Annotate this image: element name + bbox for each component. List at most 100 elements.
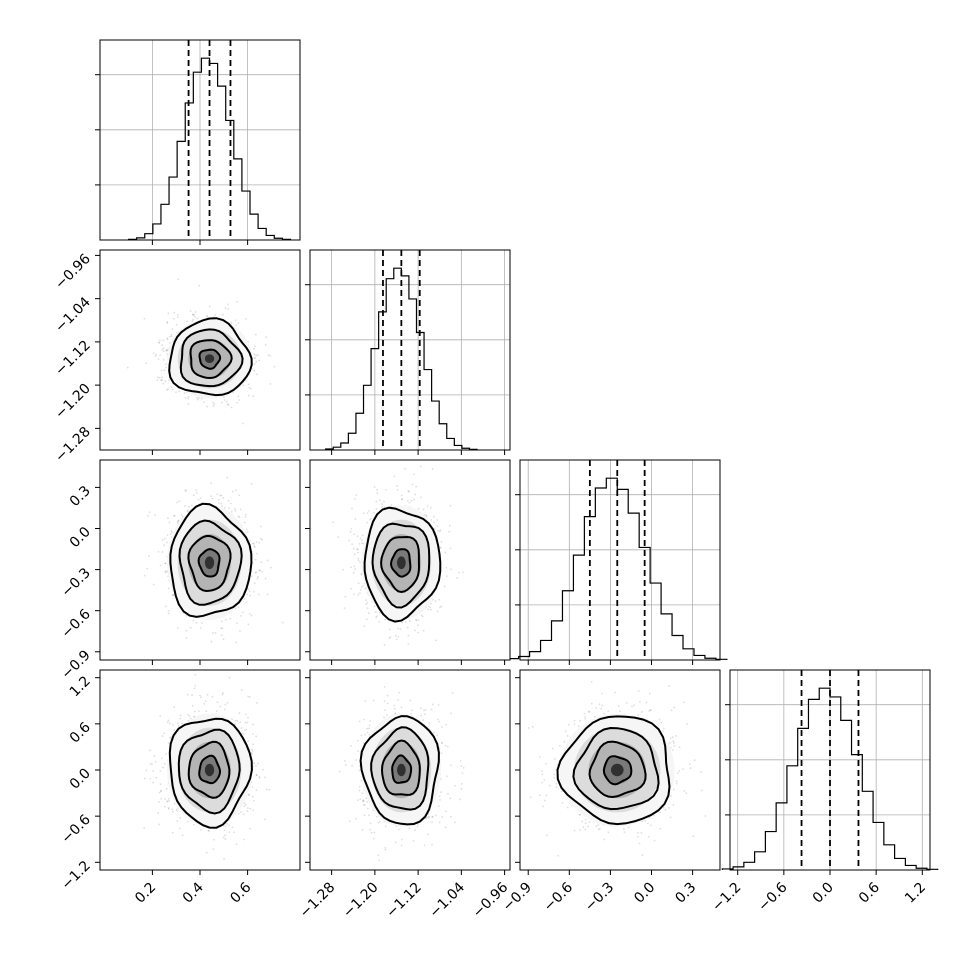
scatter-point xyxy=(245,713,247,716)
scatter-point xyxy=(173,729,176,731)
scatter-point xyxy=(454,821,456,824)
scatter-point xyxy=(401,498,403,501)
scatter-point xyxy=(224,825,227,828)
scatter-point xyxy=(250,752,253,755)
scatter-point xyxy=(186,509,189,512)
scatter-point xyxy=(436,525,439,528)
scatter-point xyxy=(176,627,179,630)
histogram-panel-3 xyxy=(721,669,939,875)
scatter-point xyxy=(417,619,420,622)
x-tick-label-p1: −1.04 xyxy=(427,879,469,921)
scatter-point xyxy=(247,394,250,397)
density-panel-1-2 xyxy=(305,459,511,665)
scatter-point xyxy=(436,519,438,521)
scatter-point xyxy=(251,795,254,798)
scatter-point xyxy=(227,499,230,502)
scatter-point xyxy=(545,762,547,765)
scatter-point xyxy=(264,818,266,821)
scatter-point xyxy=(166,338,169,341)
scatter-point xyxy=(662,806,665,809)
scatter-point xyxy=(160,757,163,760)
scatter-point xyxy=(541,770,544,773)
scatter-point xyxy=(558,744,561,747)
scatter-point xyxy=(439,546,442,549)
scatter-point xyxy=(566,806,569,809)
scatter-point xyxy=(386,694,389,697)
scatter-point xyxy=(538,794,541,797)
scatter-point xyxy=(221,314,224,316)
scatter-point xyxy=(406,626,409,629)
scatter-point xyxy=(378,859,381,862)
scatter-point xyxy=(167,742,170,744)
scatter-point xyxy=(441,741,443,744)
scatter-point xyxy=(446,575,448,578)
scatter-point xyxy=(375,815,378,818)
scatter-point xyxy=(669,741,672,744)
scatter-point xyxy=(226,476,229,479)
scatter-point xyxy=(420,496,422,499)
scatter-point xyxy=(408,827,411,829)
scatter-point xyxy=(158,823,160,826)
scatter-point xyxy=(375,508,378,510)
scatter-point xyxy=(669,816,672,819)
scatter-point xyxy=(236,719,239,722)
y-tick-label-p2: −0.9 xyxy=(58,647,93,682)
scatter-point xyxy=(662,730,665,732)
scatter-point xyxy=(349,530,352,533)
scatter-point xyxy=(222,638,225,641)
scatter-point xyxy=(638,842,641,845)
scatter-point xyxy=(157,376,159,379)
scatter-point xyxy=(246,721,249,724)
scatter-point xyxy=(448,524,451,527)
y-tick-label-p2: 0.3 xyxy=(67,483,94,510)
scatter-point xyxy=(648,710,651,712)
scatter-point xyxy=(185,629,188,632)
scatter-point xyxy=(220,627,223,630)
scatter-point xyxy=(637,714,640,716)
scatter-point xyxy=(167,312,170,315)
scatter-point xyxy=(254,333,257,336)
scatter-point xyxy=(350,587,353,590)
scatter-point xyxy=(165,349,168,352)
scatter-point xyxy=(176,722,179,725)
scatter-point xyxy=(153,755,156,757)
scatter-point xyxy=(682,768,684,771)
y-tick-label-p2: −0.6 xyxy=(58,606,93,641)
scatter-point xyxy=(459,798,462,801)
scatter-point xyxy=(246,810,249,813)
scatter-point xyxy=(348,820,351,823)
scatter-point xyxy=(227,507,230,509)
scatter-point xyxy=(394,712,397,715)
scatter-point xyxy=(254,571,257,574)
scatter-point xyxy=(450,712,453,715)
scatter-point xyxy=(143,777,146,780)
scatter-point xyxy=(223,399,226,401)
scatter-point xyxy=(190,504,193,507)
scatter-point xyxy=(384,825,387,828)
scatter-point xyxy=(377,821,380,824)
scatter-point xyxy=(598,703,601,706)
scatter-point xyxy=(213,403,216,406)
scatter-point xyxy=(268,788,271,791)
x-tick-label-p1: −1.20 xyxy=(340,880,382,922)
scatter-point xyxy=(581,820,584,823)
scatter-point xyxy=(579,829,581,831)
scatter-point xyxy=(250,614,253,617)
scatter-point xyxy=(184,505,186,507)
scatter-point xyxy=(188,715,191,718)
scatter-point xyxy=(243,802,246,804)
scatter-point xyxy=(460,765,463,768)
scatter-point xyxy=(187,713,189,716)
scatter-point xyxy=(360,573,363,576)
scatter-point xyxy=(192,313,195,316)
scatter-point xyxy=(388,628,391,631)
scatter-point xyxy=(668,806,670,809)
scatter-point xyxy=(251,733,254,735)
scatter-point xyxy=(365,618,368,621)
scatter-point xyxy=(155,353,158,356)
scatter-point xyxy=(172,594,174,597)
scatter-point xyxy=(242,422,244,425)
y-tick-label-p3: −0.6 xyxy=(58,812,93,847)
scatter-point xyxy=(258,777,261,779)
contour-line-2 xyxy=(187,740,231,799)
